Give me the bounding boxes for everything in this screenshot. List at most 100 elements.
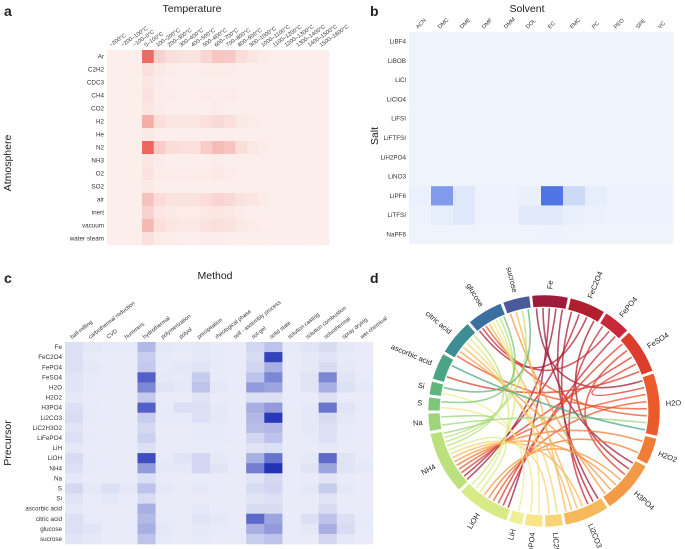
heatmap-cell (354, 473, 374, 484)
heatmap-cell (119, 503, 138, 514)
heatmap-cell (264, 473, 283, 484)
heatmap-cell (65, 513, 84, 525)
heatmap-cell (282, 342, 301, 353)
heatmap-cell (212, 50, 225, 64)
heatmap-cell (431, 109, 454, 129)
heatmap-cell (130, 115, 143, 129)
heatmap-cell (155, 392, 175, 403)
heatmap-cell (264, 493, 283, 504)
heatmap-cell (191, 342, 211, 353)
heatmap-cell (200, 141, 213, 155)
heatmap-cell (293, 206, 306, 220)
heatmap-cell (83, 432, 102, 444)
heatmap-cell (119, 453, 138, 464)
heatmap-cell (247, 141, 260, 155)
heatmap-cell (246, 422, 265, 434)
heatmap-cell (651, 166, 674, 187)
heatmap-cell (354, 372, 374, 383)
column-label: VC (657, 21, 667, 31)
heatmap-cell (629, 70, 652, 91)
heatmap-cell (142, 180, 155, 194)
heatmap-cell (607, 70, 630, 91)
heatmap-cell (235, 50, 248, 64)
heatmap-cell (212, 154, 225, 168)
chord-link (446, 334, 505, 447)
heatmap-cell (228, 432, 247, 444)
chord-link (502, 336, 616, 506)
chord-arc (502, 295, 532, 315)
chord-arcs (427, 294, 661, 528)
heatmap-cell (607, 51, 630, 71)
heatmap-cell (246, 483, 265, 494)
heatmap-cell (409, 32, 432, 52)
heatmap-cell (317, 206, 330, 220)
heatmap-cell (173, 493, 193, 504)
heatmap-cell (188, 50, 201, 64)
heatmap-cell (247, 180, 260, 194)
heatmap-cell (191, 392, 211, 403)
heatmap-cell (83, 473, 102, 484)
heatmap-cell (101, 372, 120, 383)
heatmap-cell (282, 362, 301, 373)
heatmap-cell (177, 167, 190, 181)
heatmap-cell (300, 392, 319, 403)
heatmap-cell (282, 128, 295, 142)
heatmap-cell (191, 503, 211, 514)
heatmap-cell (191, 372, 211, 383)
heatmap-cell (431, 186, 454, 206)
heatmap-cell (101, 342, 120, 353)
heatmap-cell (318, 422, 338, 434)
heatmap-cell (585, 205, 608, 226)
panel-b-column-labels: ACN DMC DME DMF DMM DOL EC EMC PC PEO SPE VC (415, 16, 667, 30)
chord-node-label: LiH (506, 528, 518, 541)
heatmap-cell (130, 193, 143, 207)
heatmap-cell (305, 102, 318, 116)
heatmap-cell (305, 219, 318, 233)
heatmap-cell (453, 51, 476, 71)
heatmap-cell (541, 89, 564, 110)
heatmap-cell (142, 167, 155, 181)
chord-arc (544, 513, 564, 528)
heatmap-cell (354, 503, 374, 514)
heatmap-cell (209, 392, 229, 403)
heatmap-cell (270, 76, 283, 90)
chord-link (456, 355, 647, 410)
row-label: Fe (55, 344, 63, 351)
heatmap-cell (130, 128, 143, 142)
heatmap-cell (607, 89, 630, 110)
chord-link (451, 441, 584, 507)
heatmap-cell (305, 232, 318, 246)
heatmap-cell (101, 453, 120, 464)
heatmap-cell (200, 193, 213, 207)
heatmap-cell (137, 412, 156, 424)
heatmap-cell (354, 533, 374, 545)
heatmap-cell (65, 372, 84, 383)
column-label: polyol (178, 327, 193, 341)
row-label: LiTFSI (387, 212, 406, 219)
chord-link (478, 316, 588, 369)
chord-arc (563, 497, 609, 526)
chord-arc (636, 435, 658, 465)
heatmap-cell (318, 382, 338, 393)
heatmap-cell (300, 513, 319, 525)
heatmap-cell (137, 473, 156, 484)
heatmap-cell (118, 180, 131, 194)
heatmap-cell (607, 166, 630, 187)
heatmap-cell (155, 453, 175, 464)
heatmap-cell (101, 523, 120, 535)
heatmap-cell (264, 432, 283, 444)
heatmap-cell (519, 224, 542, 245)
chord-node-label: Fe (545, 280, 554, 289)
heatmap-cell (188, 102, 201, 116)
heatmap-cell (101, 493, 120, 504)
row-label: FeC2O4 (38, 354, 62, 361)
heatmap-cell (264, 483, 283, 494)
heatmap-cell (270, 206, 283, 220)
heatmap-cell (563, 70, 586, 91)
heatmap-cell (137, 503, 156, 514)
heatmap-cell (300, 372, 319, 383)
heatmap-cell (155, 342, 175, 353)
heatmap-cell (101, 432, 120, 444)
chord-node-label: FeC2O4 (586, 270, 605, 300)
panel-b-title: Solvent (509, 3, 544, 15)
